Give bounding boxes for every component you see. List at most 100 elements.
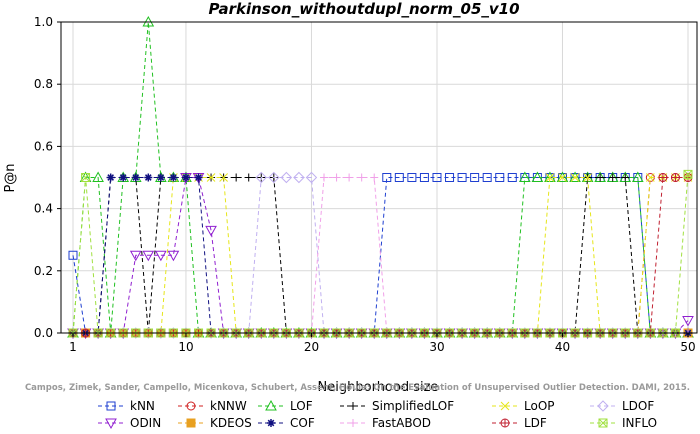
legend-item-knnw: kNNW bbox=[178, 399, 247, 413]
data-point-ldof bbox=[268, 171, 280, 184]
data-point-knn bbox=[507, 173, 517, 182]
data-point-knn bbox=[457, 173, 467, 182]
legend-marker-inflo bbox=[598, 418, 608, 428]
data-point-lof bbox=[92, 171, 104, 182]
data-point-knn bbox=[382, 173, 392, 182]
data-point-ldf bbox=[670, 173, 680, 182]
data-point-simplifiedlof bbox=[621, 173, 630, 182]
data-point-loop bbox=[570, 173, 580, 182]
legend-label: LDF bbox=[524, 416, 547, 430]
data-point-loop bbox=[558, 173, 567, 182]
series-line-odin bbox=[73, 177, 689, 334]
legend-item-kdeos: KDEOS bbox=[178, 416, 252, 430]
series-line-knnw bbox=[73, 177, 688, 334]
legend-item-ldof: LDOF bbox=[590, 399, 654, 413]
legend-item-knn: kNN bbox=[98, 399, 155, 413]
data-point-knn bbox=[495, 173, 505, 182]
plot-frame bbox=[60, 21, 698, 334]
data-point-ldof bbox=[280, 171, 293, 184]
x-tick-label: 50 bbox=[680, 340, 695, 354]
y-tick-label: 0.4 bbox=[34, 202, 53, 216]
series-layer bbox=[67, 15, 694, 340]
legend-label: FastABOD bbox=[372, 416, 431, 430]
x-tick-label: 10 bbox=[178, 340, 193, 354]
x-tick-label: 40 bbox=[555, 340, 570, 354]
data-point-cof bbox=[181, 173, 190, 182]
data-point-cof bbox=[144, 173, 153, 182]
data-point-loop bbox=[545, 173, 555, 182]
y-tick-label: 0.2 bbox=[34, 264, 53, 278]
data-point-inflo bbox=[81, 173, 91, 182]
data-point-cof bbox=[169, 173, 178, 182]
data-point-knn bbox=[407, 173, 417, 182]
data-point-odin bbox=[155, 250, 167, 262]
legend-item-lof: LOF bbox=[258, 399, 313, 413]
data-point-lof bbox=[631, 171, 644, 182]
data-point-fastabod bbox=[345, 173, 354, 182]
data-point-knn bbox=[470, 173, 480, 182]
data-point-fastabod bbox=[357, 173, 366, 182]
legend-marker-lof bbox=[265, 399, 277, 411]
x-tick-label: 20 bbox=[304, 340, 319, 354]
legend-marker-loop bbox=[500, 401, 510, 411]
data-point-knn bbox=[482, 173, 492, 182]
legend-marker-cof bbox=[267, 419, 275, 427]
legend-marker-simplifiedlof bbox=[349, 402, 357, 410]
legend-label: ODIN bbox=[130, 416, 161, 430]
legend-item-fastabod: FastABOD bbox=[340, 416, 431, 430]
data-point-knn bbox=[419, 173, 429, 182]
data-point-simplifiedlof bbox=[244, 173, 253, 182]
legend-label: kNN bbox=[130, 399, 155, 413]
credit-text: Campos, Zimek, Sander, Campello, Micenko… bbox=[25, 383, 690, 393]
y-tick-label: 1.0 bbox=[34, 15, 53, 29]
y-tick-label: 0.0 bbox=[34, 326, 53, 340]
series-line-fastabod bbox=[73, 177, 688, 334]
data-point-cof bbox=[119, 173, 128, 182]
x-axis-label: Neighborhood size bbox=[318, 380, 439, 395]
legend-label: SimplifiedLOF bbox=[372, 399, 454, 413]
chart-title: Parkinson_withoutdupl_norm_05_v10 bbox=[208, 0, 519, 18]
data-point-ldf bbox=[658, 173, 668, 182]
data-point-simplifiedlof bbox=[608, 173, 617, 182]
data-point-knn bbox=[445, 173, 455, 182]
series-line-loop bbox=[73, 177, 688, 334]
data-point-odin bbox=[142, 250, 155, 262]
legend: kNN kNNW LOF SimplifiedLOF LoOP LDOF ODIN KDEOS… bbox=[98, 399, 657, 430]
data-point-odin bbox=[129, 250, 142, 262]
data-point-lof bbox=[518, 171, 531, 182]
data-point-loop bbox=[645, 173, 655, 182]
data-point-cof bbox=[156, 173, 165, 182]
legend-label: LoOP bbox=[524, 399, 555, 413]
data-point-ldof bbox=[255, 171, 267, 184]
legend-item-inflo: INFLO bbox=[590, 416, 657, 430]
y-tick-label: 0.6 bbox=[34, 139, 53, 153]
legend-item-cof: COF bbox=[258, 416, 315, 430]
data-point-lof bbox=[531, 171, 544, 182]
data-point-knn bbox=[394, 173, 404, 182]
legend-marker-ldof bbox=[597, 400, 609, 412]
legend-marker-ldf bbox=[500, 418, 510, 428]
legend-marker-fastabod bbox=[349, 419, 357, 427]
data-point-odin bbox=[682, 316, 694, 327]
data-point-knn bbox=[432, 173, 442, 182]
legend-item-odin: ODIN bbox=[98, 416, 161, 430]
data-point-loop bbox=[206, 173, 216, 182]
legend-marker-kdeos bbox=[186, 418, 196, 428]
data-point-knn bbox=[68, 250, 78, 260]
data-point-loop bbox=[583, 173, 592, 182]
legend-label: kNNW bbox=[210, 399, 247, 413]
x-tick-label: 1 bbox=[69, 340, 77, 354]
data-point-fastabod bbox=[370, 173, 379, 182]
data-point-inflo bbox=[683, 169, 693, 179]
legend-item-simplifiedlof: SimplifiedLOF bbox=[340, 399, 454, 413]
data-point-simplifiedlof bbox=[596, 173, 605, 182]
data-point-odin bbox=[205, 225, 217, 237]
data-point-simplifiedlof bbox=[232, 173, 241, 182]
legend-label: KDEOS bbox=[210, 416, 252, 430]
data-point-cof bbox=[131, 173, 140, 182]
series-line-ldof bbox=[73, 177, 688, 334]
data-point-fastabod bbox=[332, 173, 341, 182]
data-point-cof bbox=[194, 173, 203, 182]
data-point-cof bbox=[106, 173, 115, 182]
